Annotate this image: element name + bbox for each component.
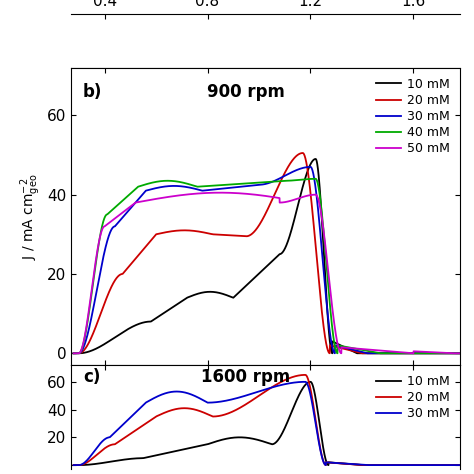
Text: 1600 rpm: 1600 rpm	[201, 368, 291, 386]
Text: 900 rpm: 900 rpm	[207, 82, 285, 100]
X-axis label: E / V$_\mathregular{RHE}$: E / V$_\mathregular{RHE}$	[236, 389, 295, 408]
Legend: 10 mM, 20 mM, 30 mM, 40 mM, 50 mM: 10 mM, 20 mM, 30 mM, 40 mM, 50 mM	[372, 74, 454, 159]
Legend: 10 mM, 20 mM, 30 mM: 10 mM, 20 mM, 30 mM	[372, 372, 454, 424]
Y-axis label: J / mA cm$^{-2}_{\mathregular{geo}}$: J / mA cm$^{-2}_{\mathregular{geo}}$	[18, 173, 43, 260]
Text: b): b)	[83, 82, 102, 100]
Text: c): c)	[83, 368, 100, 386]
